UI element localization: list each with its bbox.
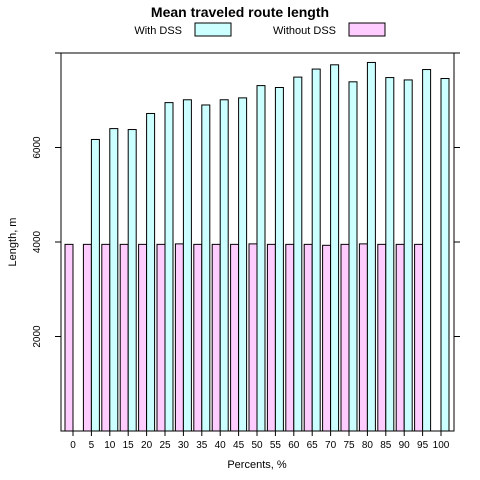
x-axis: 0 5 10 15 20 25 30 35 40 45 50 55 60 65 70 75 80 85 90 95 10… — [70, 431, 450, 451]
legend-swatch-with-dss — [194, 22, 232, 37]
x-tick-label-70: 70 — [325, 440, 337, 451]
bar-with-dss-60 — [293, 76, 303, 432]
bar-with-dss-85 — [385, 77, 395, 432]
legend-swatch-without-dss — [348, 22, 386, 37]
bar-with-dss-90 — [403, 79, 413, 432]
x-tick-label-90: 90 — [399, 440, 411, 451]
bar-with-dss-75 — [348, 81, 358, 432]
bar-with-dss-55 — [274, 86, 284, 432]
bar-without-dss-10 — [101, 243, 111, 432]
y-axis-label: Length, m — [7, 218, 19, 267]
bar-without-dss-90 — [395, 243, 405, 432]
x-tick-label-95: 95 — [417, 440, 429, 451]
x-tick-label-50: 50 — [251, 440, 263, 451]
x-tick-label-5: 5 — [89, 440, 95, 451]
x-tick-label-75: 75 — [343, 440, 355, 451]
bar-with-dss-80 — [366, 61, 376, 432]
x-tick-label-60: 60 — [288, 440, 300, 451]
legend-label-with-dss: With DSS — [134, 25, 182, 37]
bar-without-dss-35 — [193, 243, 203, 432]
x-tick-label-85: 85 — [380, 440, 392, 451]
bar-with-dss-70 — [330, 64, 340, 432]
x-tick-label-25: 25 — [159, 440, 171, 451]
bar-without-dss-40 — [211, 243, 221, 432]
x-tick-label-20: 20 — [141, 440, 153, 451]
x-tick-label-15: 15 — [123, 440, 135, 451]
bar-without-dss-5 — [82, 243, 92, 432]
y-tick-label-6000: 6000 — [32, 136, 43, 159]
bar-without-dss-60 — [285, 243, 295, 432]
bar-without-dss-45 — [230, 243, 240, 432]
bar-without-dss-80 — [358, 243, 368, 432]
legend: With DSS Without DSS — [134, 22, 386, 37]
bar-with-dss-40 — [219, 99, 229, 432]
bar-without-dss-85 — [377, 243, 387, 432]
bar-with-dss-100 — [440, 78, 450, 432]
x-tick-label-35: 35 — [196, 440, 208, 451]
x-tick-label-45: 45 — [233, 440, 245, 451]
bar-with-dss-30 — [182, 99, 192, 432]
bars-group — [64, 61, 450, 432]
bar-with-dss-5 — [90, 138, 100, 432]
x-tick-label-55: 55 — [270, 440, 282, 451]
y-axis: 2000 4000 6000 — [32, 52, 460, 348]
x-tick-label-30: 30 — [178, 440, 190, 451]
bar-without-dss-30 — [174, 243, 184, 432]
bar-with-dss-95 — [422, 69, 432, 432]
bar-without-dss-95 — [414, 243, 424, 432]
x-axis-label: Percents, % — [227, 459, 287, 471]
bar-without-dss-15 — [119, 243, 129, 432]
bar-without-dss-55 — [266, 243, 276, 432]
bar-without-dss-50 — [248, 243, 258, 432]
bar-without-dss-65 — [303, 243, 313, 432]
bar-without-dss-0 — [64, 243, 74, 432]
bar-with-dss-10 — [109, 128, 119, 432]
legend-label-without-dss: Without DSS — [273, 25, 336, 37]
x-tick-label-0: 0 — [70, 440, 76, 451]
bar-without-dss-20 — [138, 243, 148, 432]
x-tick-label-40: 40 — [215, 440, 227, 451]
bar-with-dss-50 — [256, 85, 266, 432]
y-tick-label-4000: 4000 — [32, 230, 43, 253]
x-tick-label-100: 100 — [433, 440, 450, 451]
bar-without-dss-25 — [156, 243, 166, 432]
x-tick-label-65: 65 — [307, 440, 319, 451]
bar-with-dss-20 — [146, 112, 156, 432]
bar-with-dss-25 — [164, 102, 174, 432]
bar-without-dss-75 — [340, 243, 350, 432]
x-tick-label-10: 10 — [104, 440, 116, 451]
bar-with-dss-35 — [201, 104, 211, 432]
x-tick-label-80: 80 — [362, 440, 374, 451]
bar-with-dss-65 — [311, 68, 321, 432]
bar-with-dss-45 — [238, 97, 248, 432]
chart-title: Mean traveled route length — [151, 4, 329, 20]
bar-with-dss-15 — [127, 129, 137, 432]
y-tick-label-2000: 2000 — [32, 325, 43, 348]
bar-without-dss-70 — [322, 244, 332, 432]
